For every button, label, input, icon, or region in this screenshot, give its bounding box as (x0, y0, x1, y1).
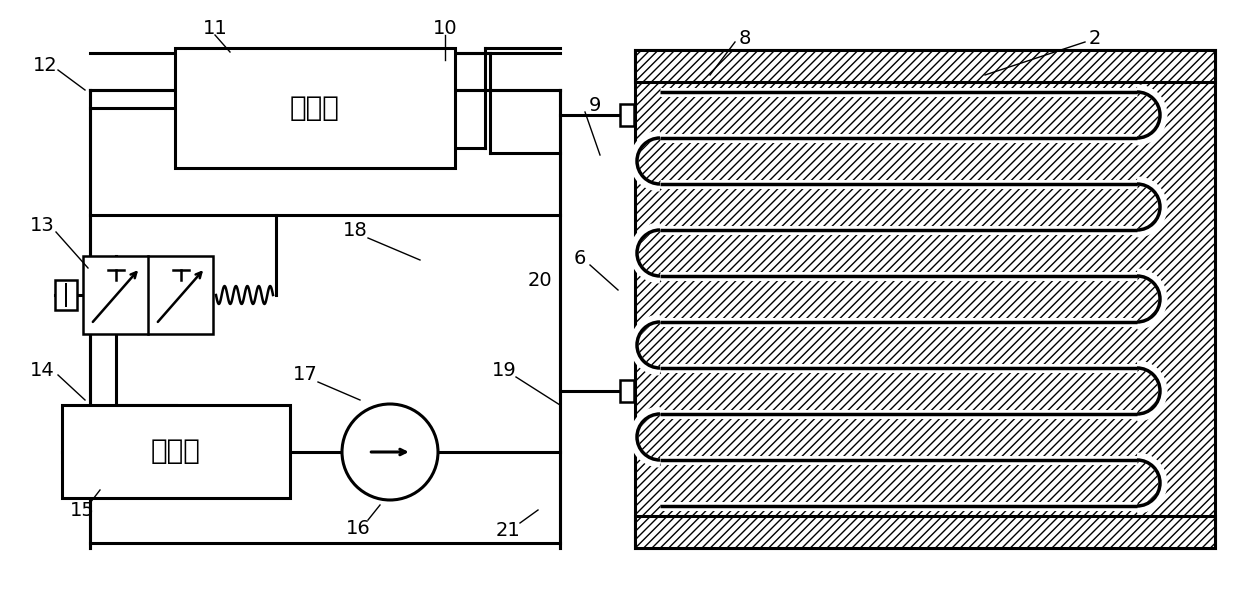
Text: 12: 12 (32, 56, 57, 75)
Text: 10: 10 (433, 18, 458, 37)
Text: 8: 8 (739, 28, 751, 47)
Bar (635, 516, 1215, 548)
Text: 控制器: 控制器 (290, 94, 340, 122)
Bar (175, 48, 455, 168)
Bar (620, 380, 634, 402)
Text: 2: 2 (1089, 28, 1101, 47)
Text: 冷凝管: 冷凝管 (151, 437, 201, 465)
Bar (55, 280, 77, 310)
Text: 9: 9 (589, 95, 601, 114)
Text: 11: 11 (202, 18, 227, 37)
Text: 18: 18 (342, 220, 367, 240)
Circle shape (342, 404, 438, 500)
Bar (635, 50, 1215, 82)
Bar (620, 104, 634, 126)
Text: 15: 15 (69, 500, 94, 520)
Bar (83, 256, 213, 334)
Bar (635, 516, 1215, 548)
Text: 19: 19 (491, 361, 516, 379)
Bar (635, 50, 1215, 548)
Text: 21: 21 (496, 520, 521, 539)
Text: 13: 13 (30, 215, 55, 234)
Bar (635, 50, 1215, 548)
Text: 16: 16 (346, 519, 371, 538)
Text: 17: 17 (293, 365, 317, 384)
Bar (62, 405, 290, 498)
Text: 14: 14 (30, 361, 55, 379)
Bar (635, 50, 1215, 82)
Text: 6: 6 (574, 249, 587, 268)
Text: 20: 20 (528, 271, 552, 289)
